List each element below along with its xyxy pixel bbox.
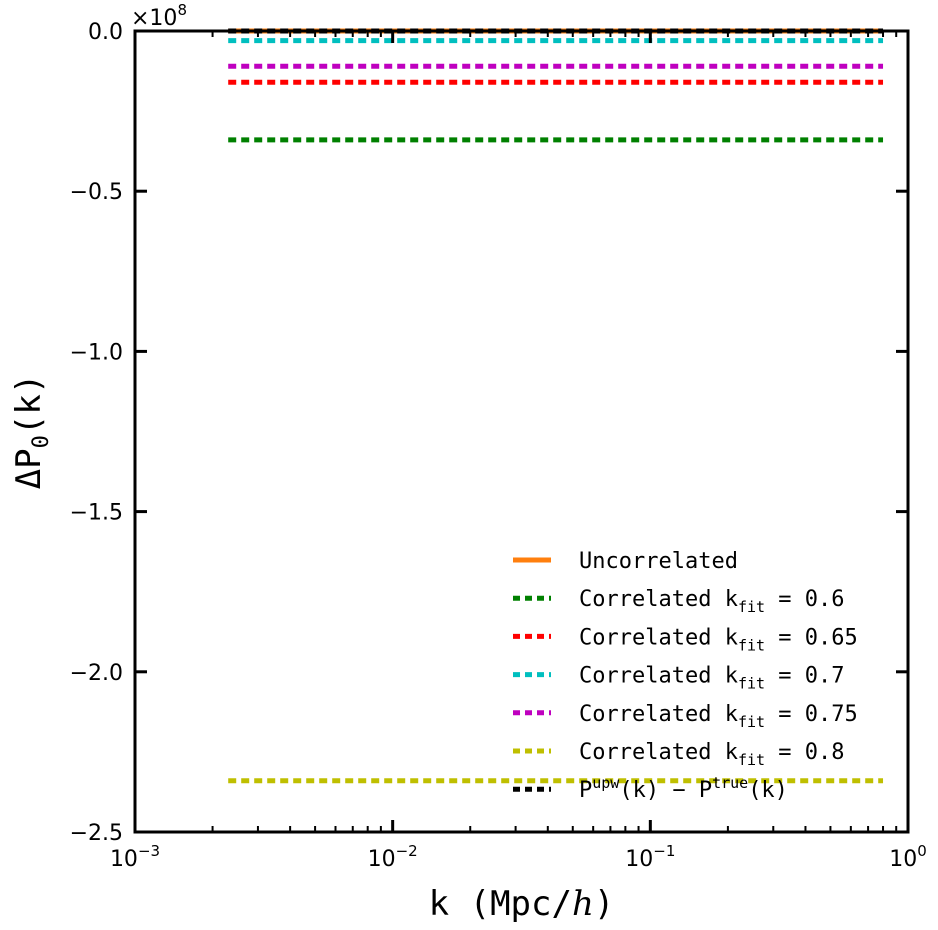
legend-label: Correlated kfit = 0.65 [579,625,858,654]
x-tick-label: 10−3 [110,842,160,872]
x-tick-label: 10−2 [368,842,418,872]
ticks-layer: 10−3 10−2 10−1 100 0.0 −0.5 −1.0 −1.5 −2.0 −2.5 [70,20,927,872]
y-axis-label: ΔP0(k) [9,374,54,490]
y-tick-label: 0.0 [88,20,123,45]
legend-label: Correlated kfit = 0.75 [579,702,858,731]
y-multiplier-exp: 8 [177,1,187,19]
y-tick-label: −2.5 [70,821,123,846]
x-axis-label-main: k (Mpc/ [429,884,572,924]
plot-frame [133,29,910,834]
legend-label: Correlated kfit = 0.6 [579,587,845,616]
y-tick-label: −0.5 [70,180,123,205]
y-axis-label-arg: (k) [9,374,49,435]
y-tick-label: −2.0 [70,661,123,686]
x-tick-label: 10−1 [625,842,675,872]
x-axis-label-h: h [572,884,594,924]
legend: Uncorrelated Correlated kfit = 0.6 Correla… [513,549,858,803]
legend-label: Correlated kfit = 0.7 [579,664,845,693]
x-axis-label: k (Mpc/h) [429,884,615,924]
y-axis-label-main: ΔP [9,448,49,489]
x-tick-label: 100 [889,842,927,872]
legend-label: Uncorrelated [579,549,738,574]
y-multiplier: ×108 [131,1,187,31]
legend-label: Pupw(k) − Ptrue(k) [579,774,788,803]
y-multiplier-base: ×10 [131,6,177,31]
y-tick-label: −1.5 [70,501,123,526]
y-axis-label-sub: 0 [29,435,54,448]
y-tick-label: −1.0 [70,340,123,365]
x-axis-label-close: ) [594,884,614,924]
legend-label: Correlated kfit = 0.8 [579,740,845,769]
